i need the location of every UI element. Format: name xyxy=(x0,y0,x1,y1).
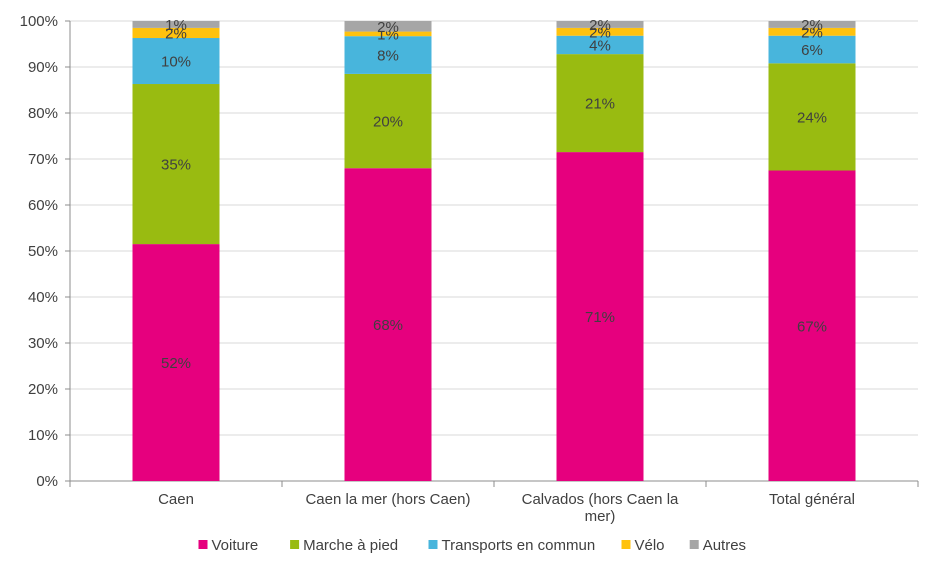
x-category-label: Total général xyxy=(769,491,855,508)
bar-segment xyxy=(344,36,432,74)
y-tick-label: 40% xyxy=(28,289,58,306)
y-tick-label: 60% xyxy=(28,197,58,214)
bar-segment xyxy=(768,35,856,64)
bar-segment xyxy=(344,73,432,169)
bar-segment xyxy=(556,21,644,28)
data-label: 6% xyxy=(801,42,823,59)
data-label: 2% xyxy=(801,17,823,34)
y-tick-label: 50% xyxy=(28,243,58,260)
y-tick-label: 70% xyxy=(28,151,58,168)
bar-segment xyxy=(132,38,220,85)
y-tick-label: 30% xyxy=(28,335,58,352)
data-label: 10% xyxy=(161,54,191,71)
y-tick-label: 10% xyxy=(28,427,58,444)
data-label: 2% xyxy=(589,24,611,41)
y-tick-label: 100% xyxy=(20,13,58,30)
legend-swatch xyxy=(428,540,438,549)
data-label: 52% xyxy=(161,355,191,372)
data-label: 35% xyxy=(161,157,191,174)
x-category-label: Caen xyxy=(158,491,194,508)
data-label: 2% xyxy=(801,24,823,41)
bar-segment xyxy=(344,168,432,481)
legend-label: Vélo xyxy=(635,537,665,554)
legend-label: Marche à pied xyxy=(303,537,398,554)
data-label: 67% xyxy=(797,318,827,335)
data-label: 2% xyxy=(165,25,187,42)
y-tick-label: 0% xyxy=(36,473,58,490)
legend-swatch xyxy=(290,540,300,549)
bar-segment xyxy=(556,54,644,153)
legend-swatch xyxy=(689,540,699,549)
bar-segment xyxy=(556,152,644,481)
legend-label: Autres xyxy=(703,537,746,554)
bar-segment xyxy=(132,84,220,245)
data-label: 21% xyxy=(585,96,615,113)
bar-segment xyxy=(132,244,220,481)
data-label: 71% xyxy=(585,309,615,326)
data-label: 2% xyxy=(377,19,399,36)
y-tick-label: 80% xyxy=(28,105,58,122)
bar-segment xyxy=(556,35,644,55)
legend-label: Transports en commun xyxy=(442,537,596,554)
data-label: 1% xyxy=(165,17,187,34)
data-label: 24% xyxy=(797,109,827,126)
bar-segment xyxy=(132,27,220,39)
data-label: 4% xyxy=(589,37,611,54)
legend-swatch xyxy=(198,540,208,549)
bar-segment xyxy=(768,63,856,171)
data-label: 8% xyxy=(377,48,399,65)
bar-segment xyxy=(556,27,644,36)
x-category-label: Calvados (hors Caen la xyxy=(522,491,679,508)
bar-segment xyxy=(344,31,432,37)
data-label: 68% xyxy=(373,317,403,334)
bar-segment xyxy=(132,21,220,28)
x-category-label: Caen la mer (hors Caen) xyxy=(305,491,470,508)
y-tick-label: 90% xyxy=(28,59,58,76)
bar-segment xyxy=(768,27,856,36)
bar-segment xyxy=(768,21,856,28)
y-tick-label: 20% xyxy=(28,381,58,398)
bar-segment xyxy=(344,21,432,32)
legend-swatch xyxy=(621,540,631,549)
data-label: 20% xyxy=(373,114,403,131)
x-category-label: mer) xyxy=(585,508,616,525)
legend-label: Voiture xyxy=(212,537,259,554)
data-label: 2% xyxy=(589,17,611,34)
bar-segment xyxy=(768,170,856,481)
